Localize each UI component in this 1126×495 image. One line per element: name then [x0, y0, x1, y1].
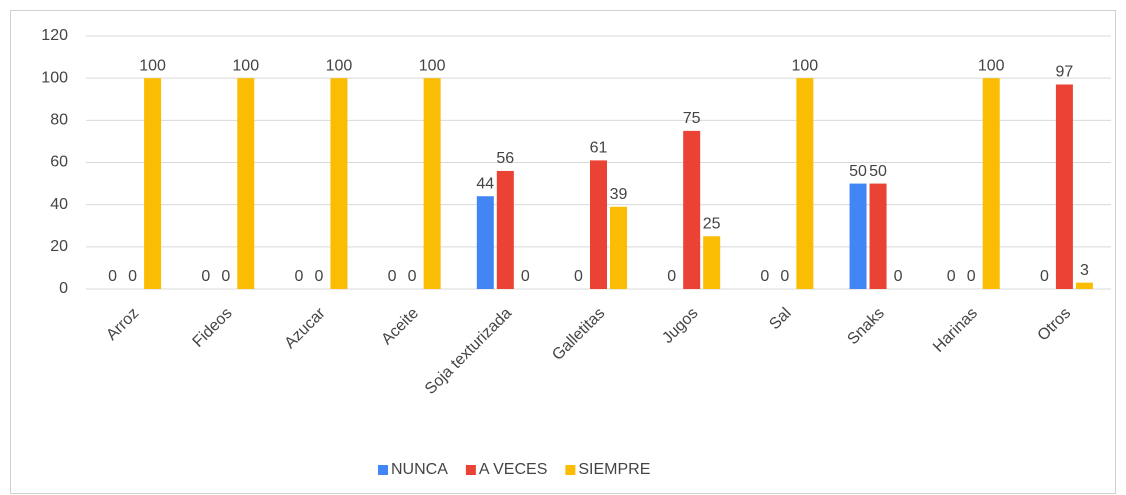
data-label: 0: [128, 268, 137, 285]
data-label: 100: [978, 57, 1005, 74]
data-label: 39: [610, 186, 628, 203]
data-label: 25: [703, 216, 721, 233]
bar: [476, 196, 494, 289]
bar: [982, 78, 1000, 290]
chart-frame: [10, 10, 1116, 494]
data-label: 0: [947, 268, 956, 285]
bar: [496, 170, 514, 289]
y-tick-label: 100: [41, 69, 68, 86]
bar: [590, 160, 607, 289]
bar: [237, 78, 255, 290]
data-label: 0: [1040, 268, 1049, 285]
data-label: 0: [295, 268, 304, 285]
data-label: 56: [496, 150, 514, 167]
data-label: 0: [221, 268, 230, 285]
data-label: 100: [419, 57, 446, 74]
bar: [849, 183, 867, 289]
data-label: 0: [201, 268, 210, 285]
data-label: 0: [574, 268, 583, 285]
legend-swatch: [465, 465, 476, 475]
bar: [683, 130, 701, 289]
data-label: 0: [760, 268, 769, 285]
y-tick-label: 40: [50, 196, 68, 213]
y-tick-label: 60: [50, 154, 68, 171]
legend-swatch: [565, 465, 576, 475]
y-tick-label: 120: [41, 27, 68, 44]
bar: [330, 78, 348, 290]
legend-swatch: [378, 465, 388, 475]
data-label: 0: [388, 268, 397, 285]
data-label: 3: [1080, 262, 1089, 279]
y-tick-label: 80: [50, 112, 68, 129]
data-label: 100: [326, 57, 353, 74]
data-label: 100: [792, 57, 819, 74]
bar: [610, 206, 627, 289]
bar: [869, 183, 887, 289]
legend-label: NUNCA: [391, 461, 448, 478]
legend-label: A VECES: [479, 461, 547, 478]
bar: [703, 236, 721, 289]
data-label: 0: [667, 268, 676, 285]
data-label: 0: [894, 268, 903, 285]
data-label: 0: [408, 268, 417, 285]
bar: [1055, 84, 1073, 289]
data-label: 97: [1056, 64, 1074, 81]
data-label: 44: [476, 175, 494, 192]
bar: [1075, 282, 1093, 289]
data-label: 0: [108, 268, 117, 285]
data-label: 100: [139, 57, 166, 74]
data-label: 0: [315, 268, 324, 285]
bar: [796, 78, 814, 290]
data-label: 0: [780, 268, 789, 285]
data-label: 50: [869, 163, 887, 180]
data-label: 50: [849, 163, 867, 180]
bar: [144, 78, 162, 290]
data-label: 100: [232, 57, 259, 74]
data-label: 0: [967, 268, 976, 285]
bar: [423, 78, 441, 290]
legend-label: SIEMPRE: [578, 461, 650, 478]
data-label: 75: [683, 110, 701, 127]
y-tick-label: 20: [50, 238, 68, 255]
data-label: 0: [521, 268, 530, 285]
y-tick-label: 0: [59, 280, 68, 297]
data-label: 61: [590, 140, 608, 157]
